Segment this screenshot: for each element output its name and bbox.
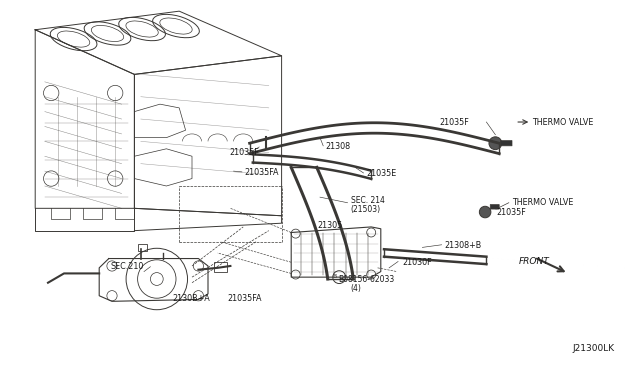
Text: 21035FA: 21035FA	[227, 294, 262, 303]
Text: THERMO VALVE: THERMO VALVE	[512, 198, 573, 207]
Text: 21035FA: 21035FA	[244, 169, 279, 177]
Text: 21030F: 21030F	[402, 258, 431, 267]
Text: SEC. 214: SEC. 214	[351, 196, 385, 205]
Bar	[138, 244, 147, 251]
Text: 21308: 21308	[325, 142, 350, 151]
Text: (4): (4)	[351, 284, 362, 293]
Text: 21035E: 21035E	[366, 169, 396, 178]
Text: B: B	[333, 274, 337, 279]
FancyBboxPatch shape	[490, 205, 499, 209]
Text: FRONT: FRONT	[518, 257, 549, 266]
Bar	[214, 262, 227, 272]
Text: THERMO VALVE: THERMO VALVE	[532, 118, 594, 126]
Text: 21035F: 21035F	[229, 148, 259, 157]
FancyBboxPatch shape	[500, 141, 512, 146]
Text: (21503): (21503)	[351, 205, 381, 214]
Text: 21035F: 21035F	[439, 118, 468, 126]
Text: J21300LK: J21300LK	[573, 344, 615, 353]
Text: 2130B+A: 2130B+A	[173, 294, 211, 303]
Text: 21305: 21305	[317, 221, 342, 230]
Text: 21035F: 21035F	[496, 208, 525, 217]
Text: B08156-62033: B08156-62033	[338, 275, 394, 284]
Circle shape	[479, 206, 491, 218]
Text: SEC.210: SEC.210	[110, 262, 143, 271]
Text: 21308+B: 21308+B	[445, 241, 482, 250]
Circle shape	[489, 137, 502, 150]
